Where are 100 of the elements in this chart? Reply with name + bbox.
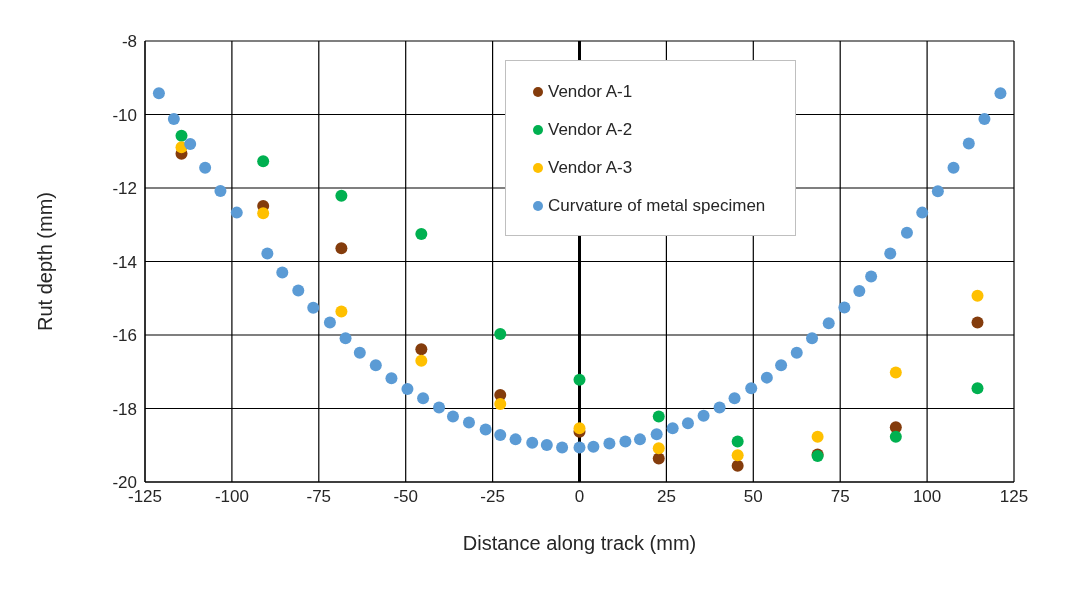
point xyxy=(633,433,646,446)
point xyxy=(369,359,382,372)
x-axis-title: Distance along track (mm) xyxy=(462,532,697,554)
point xyxy=(184,137,197,150)
point xyxy=(573,373,586,386)
x-tick-label: -75 xyxy=(306,487,332,507)
point xyxy=(199,161,212,174)
legend-label: Vendor A-1 xyxy=(548,82,633,102)
y-tick-label: -12 xyxy=(112,179,137,199)
point xyxy=(900,226,913,239)
point xyxy=(415,343,428,356)
point xyxy=(889,366,902,379)
point xyxy=(433,401,446,414)
point xyxy=(728,392,741,405)
point xyxy=(556,441,569,454)
legend-label: Vendor A-2 xyxy=(548,120,633,140)
point xyxy=(947,161,960,174)
y-tick-label: -16 xyxy=(112,326,137,346)
point xyxy=(167,112,180,125)
y-tick-label: -10 xyxy=(112,105,137,125)
legend-label: Vendor A-3 xyxy=(548,158,633,178)
point xyxy=(884,247,897,260)
y-tick-label: -18 xyxy=(112,399,137,419)
x-tick-label: -125 xyxy=(127,487,163,507)
point xyxy=(806,332,819,345)
point xyxy=(257,155,270,168)
point xyxy=(292,284,305,297)
point xyxy=(838,301,851,314)
x-tick-label: -25 xyxy=(480,487,505,507)
point xyxy=(853,284,866,297)
point xyxy=(479,423,492,436)
point xyxy=(494,398,507,411)
point xyxy=(276,266,289,279)
point xyxy=(713,401,726,414)
point xyxy=(307,301,320,314)
point xyxy=(152,87,165,100)
point xyxy=(509,433,522,446)
point xyxy=(971,316,984,329)
point xyxy=(971,289,984,302)
point xyxy=(790,346,803,359)
point xyxy=(494,428,507,441)
point xyxy=(540,438,553,451)
point xyxy=(335,189,348,202)
y-axis-title: Rut depth (mm) xyxy=(34,192,57,331)
point xyxy=(261,247,274,260)
point xyxy=(666,422,679,435)
point xyxy=(822,317,835,330)
legend-label: Curvature of metal specimen xyxy=(548,196,766,216)
point xyxy=(415,227,428,240)
point xyxy=(745,382,758,395)
point xyxy=(587,440,600,453)
point xyxy=(323,316,336,329)
point xyxy=(214,184,227,197)
point xyxy=(526,436,539,449)
point xyxy=(652,410,665,423)
point xyxy=(415,354,428,367)
point xyxy=(931,185,944,198)
point xyxy=(731,459,744,472)
x-tick-label: 25 xyxy=(656,487,676,507)
point xyxy=(731,435,744,448)
point xyxy=(353,346,366,359)
point xyxy=(775,359,788,372)
point xyxy=(603,437,616,450)
point xyxy=(916,206,929,219)
y-tick-label: -14 xyxy=(112,252,137,272)
point xyxy=(811,430,824,443)
point xyxy=(385,372,398,385)
point xyxy=(401,383,414,396)
point xyxy=(650,428,663,441)
point xyxy=(994,87,1007,100)
point xyxy=(619,435,632,448)
point xyxy=(417,392,430,405)
point xyxy=(335,305,348,318)
point xyxy=(462,416,475,429)
y-tick-label: -8 xyxy=(121,32,137,52)
point xyxy=(335,242,348,255)
point xyxy=(573,441,586,454)
point xyxy=(962,137,975,150)
point xyxy=(889,430,902,443)
point xyxy=(652,452,665,465)
point xyxy=(446,410,459,423)
point xyxy=(339,332,352,345)
x-tick-label: 75 xyxy=(830,487,850,507)
x-tick-label: 125 xyxy=(999,487,1029,507)
point xyxy=(760,371,773,384)
point xyxy=(681,417,694,430)
point xyxy=(731,449,744,462)
point xyxy=(971,382,984,395)
point xyxy=(697,409,710,422)
x-tick-label: -100 xyxy=(214,487,249,507)
point xyxy=(652,442,665,455)
point xyxy=(978,112,991,125)
x-tick-label: -50 xyxy=(393,487,418,507)
x-tick-label: 0 xyxy=(574,487,585,507)
point xyxy=(175,129,188,142)
point xyxy=(257,207,270,220)
point xyxy=(230,206,243,219)
point xyxy=(865,270,878,283)
point xyxy=(494,327,507,340)
x-tick-label: 50 xyxy=(743,487,763,507)
